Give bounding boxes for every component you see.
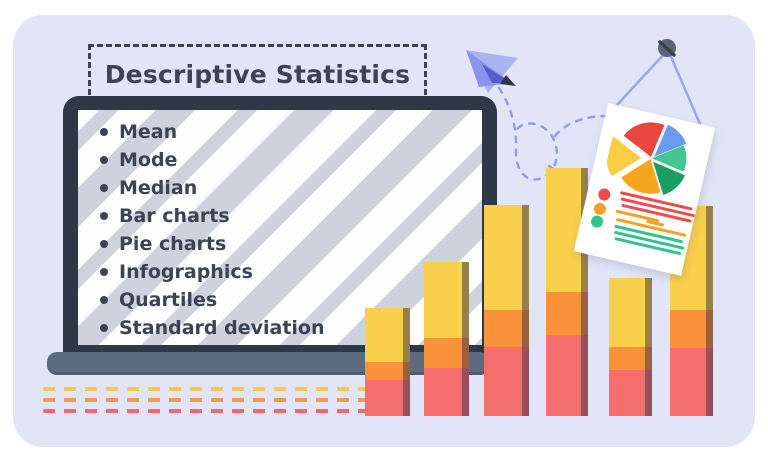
pie-chart — [606, 122, 687, 195]
stacked-bar — [484, 205, 529, 416]
list-item-label: Bar charts — [119, 205, 230, 227]
list-item-label: Mean — [119, 121, 178, 143]
bar-segment-red — [484, 347, 529, 416]
list-item-label: Standard deviation — [119, 317, 325, 339]
list-item: Pie charts — [100, 230, 482, 258]
bar-segment-red — [670, 348, 713, 416]
pie-slice-red — [623, 122, 665, 157]
bar-segment-red — [365, 380, 410, 416]
bullet-dot-icon — [100, 156, 108, 164]
note-bullet-dot-icon — [592, 201, 608, 217]
pie-slice-dark-green — [653, 161, 685, 195]
bar-segment-orange — [424, 338, 469, 368]
stacked-bar — [365, 308, 410, 416]
bar-segment-orange — [670, 310, 713, 348]
stats-list: Mean Mode Median Bar charts Pie charts Infogr… — [78, 110, 482, 342]
dashed-line — [43, 398, 372, 402]
bar-side-shade — [581, 168, 588, 416]
bar-segment-orange — [365, 362, 410, 380]
bar-segment-orange — [609, 347, 652, 370]
bullet-dot-icon — [100, 268, 108, 276]
list-item-label: Quartiles — [119, 289, 218, 311]
list-item: Infographics — [100, 258, 482, 286]
bar-segment-yellow — [365, 308, 410, 362]
list-item: Median — [100, 174, 482, 202]
bullet-dot-icon — [100, 324, 108, 332]
bar-segment-red — [424, 368, 469, 416]
bullet-dot-icon — [100, 296, 108, 304]
bullet-dot-icon — [100, 184, 108, 192]
list-item-label: Infographics — [119, 261, 253, 283]
bar-side-shade — [522, 205, 529, 416]
bar-side-shade — [706, 206, 713, 416]
stacked-bar — [424, 262, 469, 416]
bullet-dot-icon — [100, 212, 108, 220]
bar-segment-orange — [484, 310, 529, 347]
bullet-dot-icon — [100, 128, 108, 136]
laptop-display: Mean Mode Median Bar charts Pie charts Infogr… — [78, 110, 482, 345]
pie-slice-teal — [651, 145, 687, 172]
bar-segment-yellow — [609, 278, 652, 347]
dashed-line — [43, 387, 372, 391]
note-bullet-dot-icon — [589, 214, 605, 229]
pie-slice-orange — [621, 159, 661, 194]
list-item: Quartiles — [100, 286, 482, 314]
list-item: Standard deviation — [100, 314, 482, 342]
list-item-label: Pie charts — [119, 233, 227, 255]
list-item-label: Mode — [119, 149, 178, 171]
stacked-bar — [546, 168, 588, 416]
bar-segment-red — [609, 370, 652, 416]
underline-dashes — [43, 0, 372, 461]
bar-segment-yellow — [424, 262, 469, 338]
pie-slice-blue — [654, 124, 687, 157]
list-item-label: Median — [119, 177, 198, 199]
list-item: Mode — [100, 146, 482, 174]
dashed-line — [43, 409, 372, 413]
page-title: Descriptive Statistics — [104, 59, 411, 89]
list-item: Bar charts — [100, 202, 482, 230]
list-item: Mean — [100, 118, 482, 146]
bar-side-shade — [645, 278, 652, 416]
bar-side-shade — [462, 262, 469, 416]
bar-side-shade — [403, 308, 410, 416]
bullet-dot-icon — [100, 240, 108, 248]
stacked-bar — [609, 278, 652, 416]
